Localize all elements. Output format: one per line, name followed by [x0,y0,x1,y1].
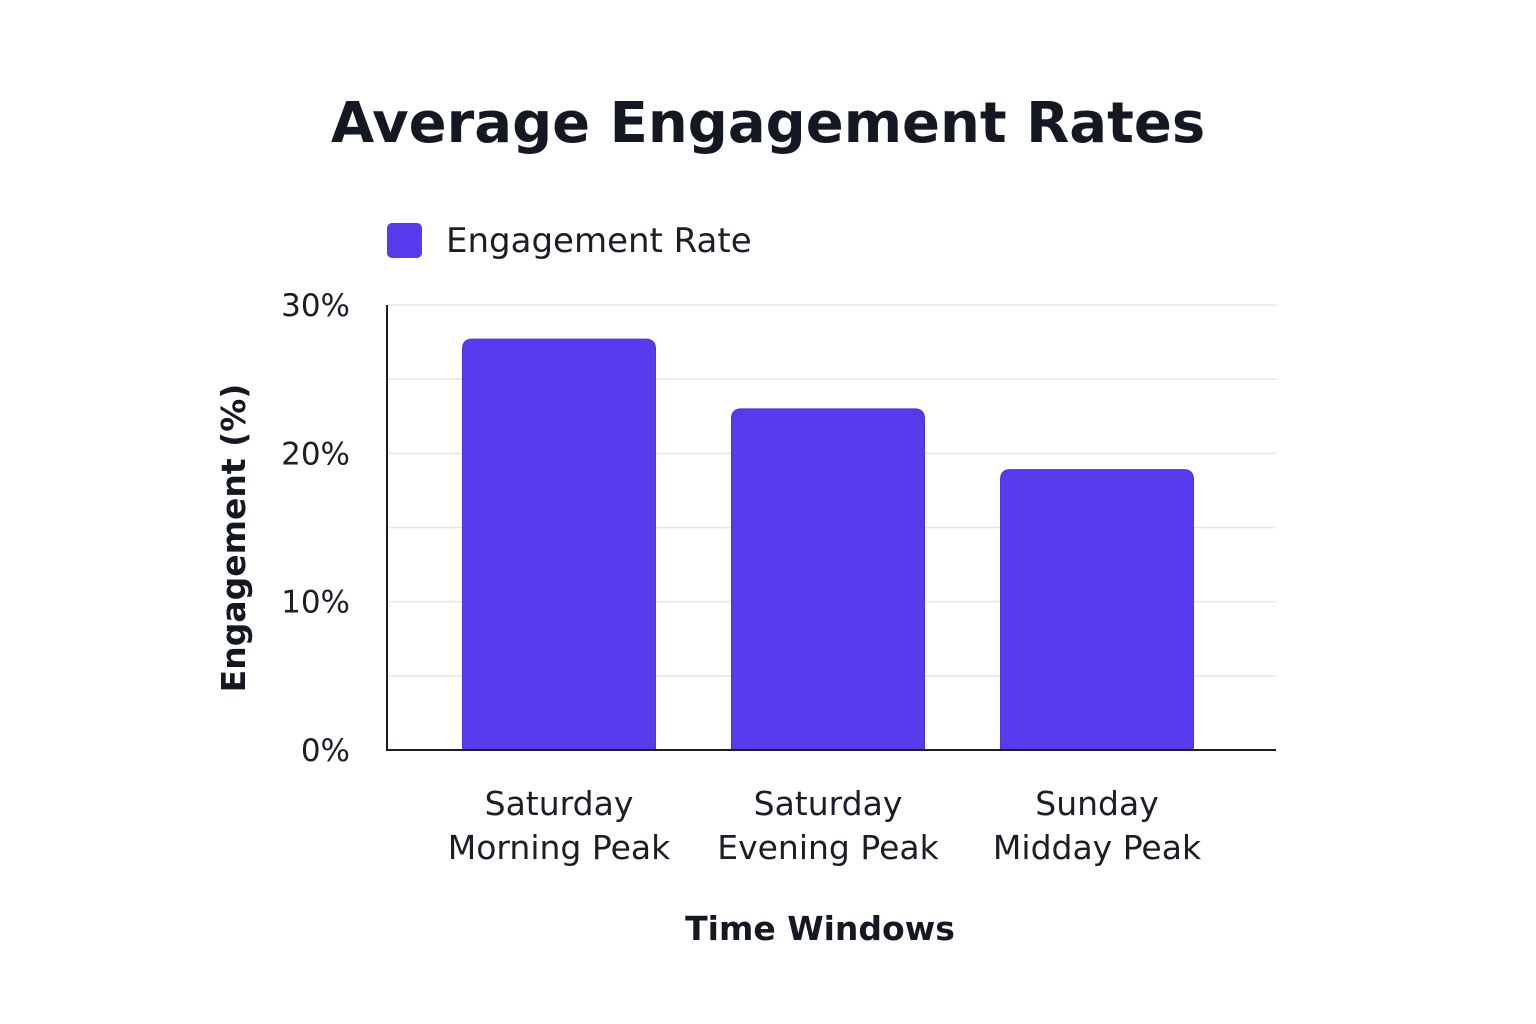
bar [462,338,656,751]
y-axis-title: Engagement (%) [214,384,253,693]
x-axis-labels: Saturday Morning Peak Saturday Evening Peak… [448,784,1202,867]
legend-label: Engagement Rate [446,221,752,261]
legend: Engagement Rate [387,221,752,261]
bar [1000,469,1194,751]
bars [462,338,1194,751]
x-tick-label: Saturday Evening Peak [717,784,939,867]
y-tick-label: 20% [281,436,350,472]
legend-swatch [387,223,422,258]
x-tick-label: Sunday Midday Peak [993,784,1202,867]
y-axis-ticks: 0% 10% 20% 30% [281,288,350,769]
y-tick-label: 0% [301,733,350,769]
x-tick-label: Saturday Morning Peak [448,784,671,867]
y-tick-label: 10% [281,585,350,621]
chart-title: Average Engagement Rates [331,91,1205,156]
bar [731,408,925,751]
y-tick-label: 30% [281,288,350,324]
x-axis-title: Time Windows [685,909,955,948]
